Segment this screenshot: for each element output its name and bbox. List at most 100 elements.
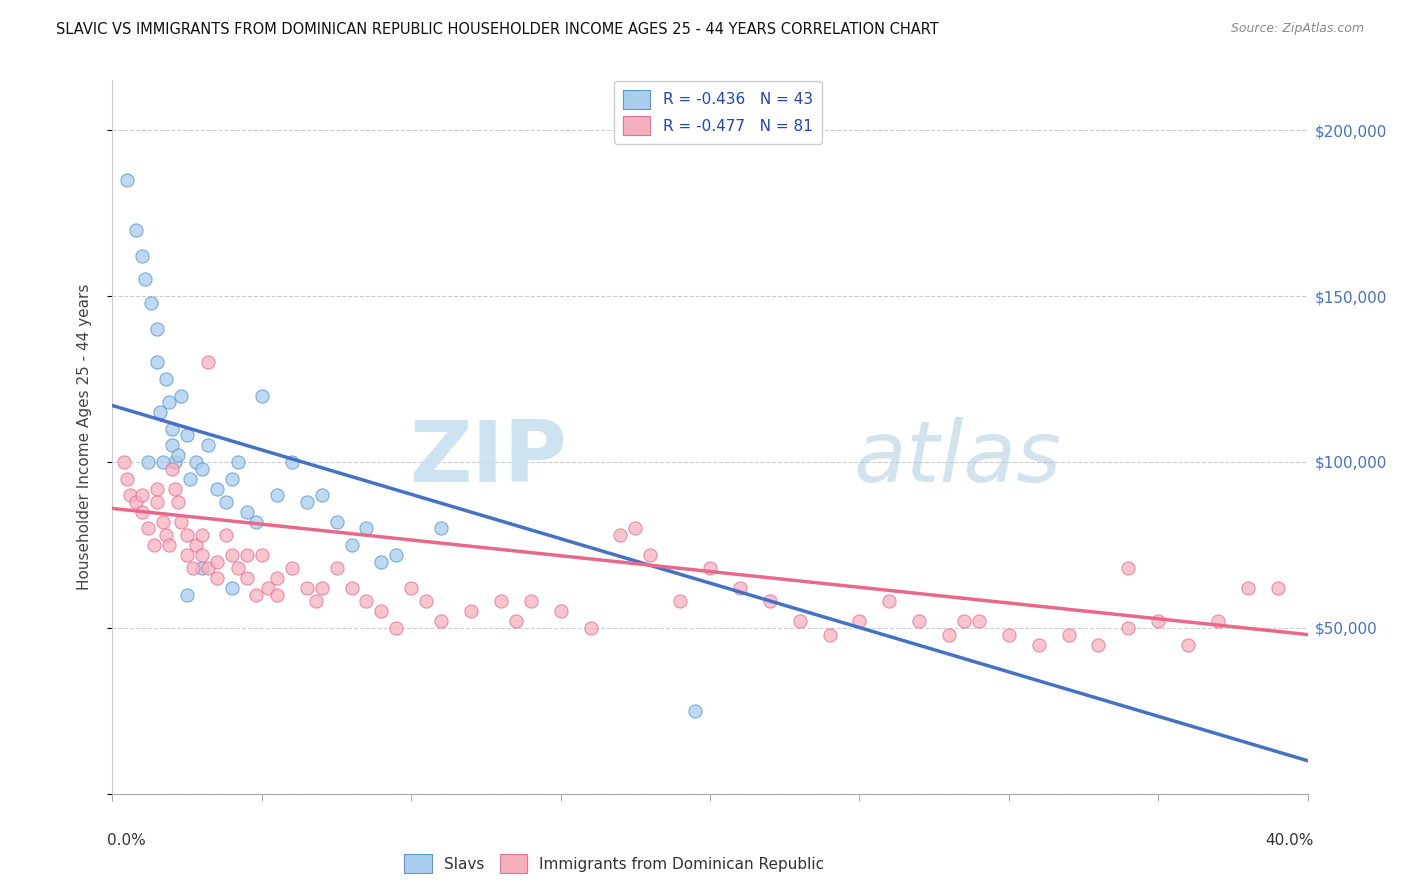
Point <box>191 528 214 542</box>
Point <box>157 538 180 552</box>
Point <box>311 488 333 502</box>
Text: SLAVIC VS IMMIGRANTS FROM DOMINICAN REPUBLIC HOUSEHOLDER INCOME AGES 25 - 44 YEA: SLAVIC VS IMMIGRANTS FROM DOMINICAN REPU… <box>56 22 939 37</box>
Legend: Slavs, Immigrants from Dominican Republic: Slavs, Immigrants from Dominican Republi… <box>398 848 831 879</box>
Point <box>728 581 751 595</box>
Point <box>281 561 304 575</box>
Point <box>162 422 183 436</box>
Point <box>191 461 214 475</box>
Point <box>236 505 259 519</box>
Point <box>295 495 318 509</box>
Point <box>295 581 318 595</box>
Point <box>149 405 172 419</box>
Point <box>191 548 214 562</box>
Point <box>325 561 347 575</box>
Point <box>221 548 243 562</box>
Point <box>1057 627 1080 641</box>
Y-axis label: Householder Income Ages 25 - 44 years: Householder Income Ages 25 - 44 years <box>77 284 91 591</box>
Point <box>176 528 198 542</box>
Point <box>205 571 228 585</box>
Point <box>699 561 721 575</box>
Point <box>550 604 572 618</box>
Point <box>179 472 201 486</box>
Point <box>1028 638 1050 652</box>
Point <box>877 594 900 608</box>
Point <box>789 615 811 629</box>
Text: 40.0%: 40.0% <box>1265 833 1313 848</box>
Point <box>138 521 160 535</box>
Point <box>325 515 347 529</box>
Point <box>1237 581 1260 595</box>
Point <box>170 515 193 529</box>
Point <box>176 428 198 442</box>
Point <box>1267 581 1289 595</box>
Point <box>1116 621 1139 635</box>
Point <box>165 455 187 469</box>
Point <box>489 594 512 608</box>
Point <box>152 455 174 469</box>
Point <box>245 588 267 602</box>
Point <box>953 615 976 629</box>
Point <box>125 495 148 509</box>
Point <box>505 615 527 629</box>
Point <box>430 521 453 535</box>
Point <box>226 455 249 469</box>
Point <box>176 548 198 562</box>
Point <box>304 594 326 608</box>
Point <box>250 548 273 562</box>
Point <box>1116 561 1139 575</box>
Point <box>138 455 160 469</box>
Point <box>759 594 782 608</box>
Point <box>245 515 267 529</box>
Point <box>181 561 204 575</box>
Point <box>1087 638 1109 652</box>
Point <box>818 627 841 641</box>
Point <box>356 594 378 608</box>
Point <box>221 581 243 595</box>
Point <box>226 561 249 575</box>
Point <box>638 548 662 562</box>
Point <box>131 488 153 502</box>
Point <box>266 571 288 585</box>
Point <box>157 395 180 409</box>
Point <box>415 594 437 608</box>
Point <box>197 438 219 452</box>
Point <box>146 355 169 369</box>
Point <box>311 581 333 595</box>
Point <box>385 621 408 635</box>
Point <box>624 521 647 535</box>
Point <box>141 295 163 310</box>
Point <box>370 555 392 569</box>
Text: 0.0%: 0.0% <box>107 833 145 848</box>
Point <box>370 604 392 618</box>
Point <box>143 538 166 552</box>
Point <box>257 581 280 595</box>
Point <box>165 482 187 496</box>
Point <box>250 388 273 402</box>
Point <box>117 173 139 187</box>
Point <box>967 615 990 629</box>
Point <box>266 588 288 602</box>
Point <box>385 548 408 562</box>
Point <box>669 594 692 608</box>
Point <box>340 581 363 595</box>
Point <box>266 488 288 502</box>
Point <box>152 515 174 529</box>
Point <box>1147 615 1170 629</box>
Point <box>117 472 139 486</box>
Text: ZIP: ZIP <box>409 417 567 500</box>
Point <box>131 505 153 519</box>
Point <box>134 272 156 286</box>
Point <box>281 455 304 469</box>
Point <box>146 495 169 509</box>
Point <box>162 438 183 452</box>
Point <box>221 472 243 486</box>
Point <box>938 627 960 641</box>
Point <box>908 615 931 629</box>
Point <box>430 615 453 629</box>
Point <box>155 372 177 386</box>
Point <box>120 488 142 502</box>
Point <box>236 571 259 585</box>
Point <box>170 388 193 402</box>
Point <box>848 615 870 629</box>
Point <box>197 561 219 575</box>
